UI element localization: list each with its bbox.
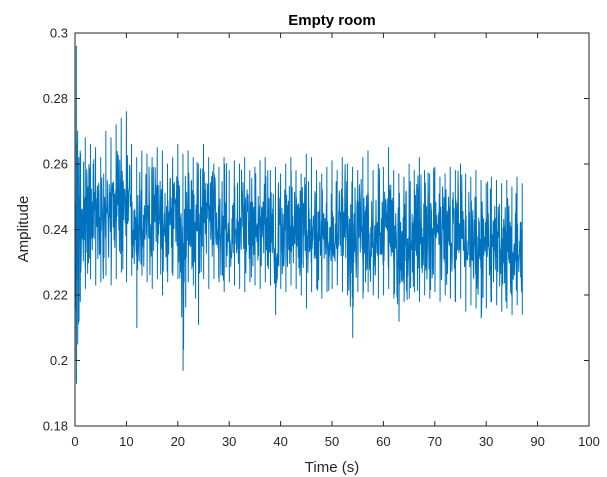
y-tick-label: 0.3 [50, 26, 68, 41]
x-tick-label: 40 [273, 434, 287, 449]
x-tick-label: 30 [222, 434, 236, 449]
x-tick-label: 90 [530, 434, 544, 449]
y-tick-label: 0.18 [43, 419, 68, 434]
x-tick-label: 30 [479, 434, 493, 449]
chart-title: Empty room [288, 12, 376, 29]
x-axis: 0 10 20 30 40 50 60 70 30 90 100 [71, 33, 600, 449]
y-tick-label: 0.2 [50, 353, 68, 368]
x-tick-label: 20 [171, 434, 185, 449]
x-tick-label: 0 [71, 434, 78, 449]
x-tick-label: 10 [119, 434, 133, 449]
x-tick-label: 50 [325, 434, 339, 449]
signal-line [74, 45, 523, 384]
x-tick-label: 70 [428, 434, 442, 449]
x-axis-label: Time (s) [305, 459, 359, 476]
y-tick-label: 0.26 [43, 157, 68, 172]
y-tick-label: 0.24 [43, 222, 68, 237]
y-axis-label: Amplitude [15, 196, 32, 263]
amplitude-trace [74, 45, 523, 384]
x-tick-label: 100 [578, 434, 600, 449]
y-axis: 0.18 0.2 0.22 0.24 0.26 0.28 0.3 [43, 26, 589, 434]
x-tick-label: 60 [376, 434, 390, 449]
y-tick-label: 0.28 [43, 91, 68, 106]
y-tick-label: 0.22 [43, 288, 68, 303]
